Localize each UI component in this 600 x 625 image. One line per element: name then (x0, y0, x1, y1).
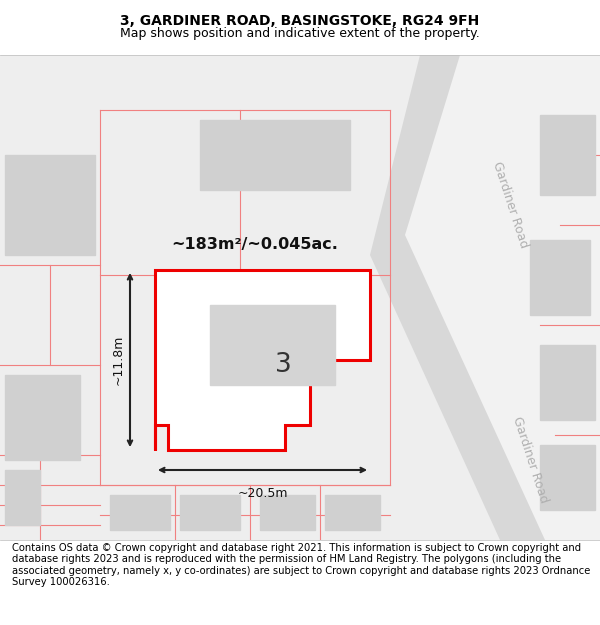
Text: Gardiner Road: Gardiner Road (510, 415, 550, 505)
Bar (5, 155, 95, 255)
Bar (540, 345, 595, 420)
Bar (210, 305, 335, 385)
Bar (5, 375, 80, 460)
Bar (110, 495, 170, 530)
Text: ~20.5m: ~20.5m (237, 487, 288, 500)
Polygon shape (155, 270, 370, 450)
Text: Contains OS data © Crown copyright and database right 2021. This information is : Contains OS data © Crown copyright and d… (12, 542, 590, 588)
Polygon shape (405, 55, 600, 540)
Polygon shape (370, 55, 600, 540)
Bar (260, 495, 315, 530)
Text: 3, GARDINER ROAD, BASINGSTOKE, RG24 9FH: 3, GARDINER ROAD, BASINGSTOKE, RG24 9FH (121, 14, 479, 28)
Bar (540, 445, 595, 510)
Bar (530, 240, 590, 315)
Text: ~11.8m: ~11.8m (112, 335, 125, 385)
Text: Gardiner Road: Gardiner Road (490, 160, 530, 250)
Text: ~183m²/~0.045ac.: ~183m²/~0.045ac. (172, 238, 338, 252)
Bar (540, 115, 595, 195)
Bar (325, 495, 380, 530)
Bar (200, 120, 350, 190)
Text: 3: 3 (275, 352, 292, 378)
Text: Map shows position and indicative extent of the property.: Map shows position and indicative extent… (120, 27, 480, 39)
Bar (180, 495, 240, 530)
Bar (5, 470, 40, 525)
